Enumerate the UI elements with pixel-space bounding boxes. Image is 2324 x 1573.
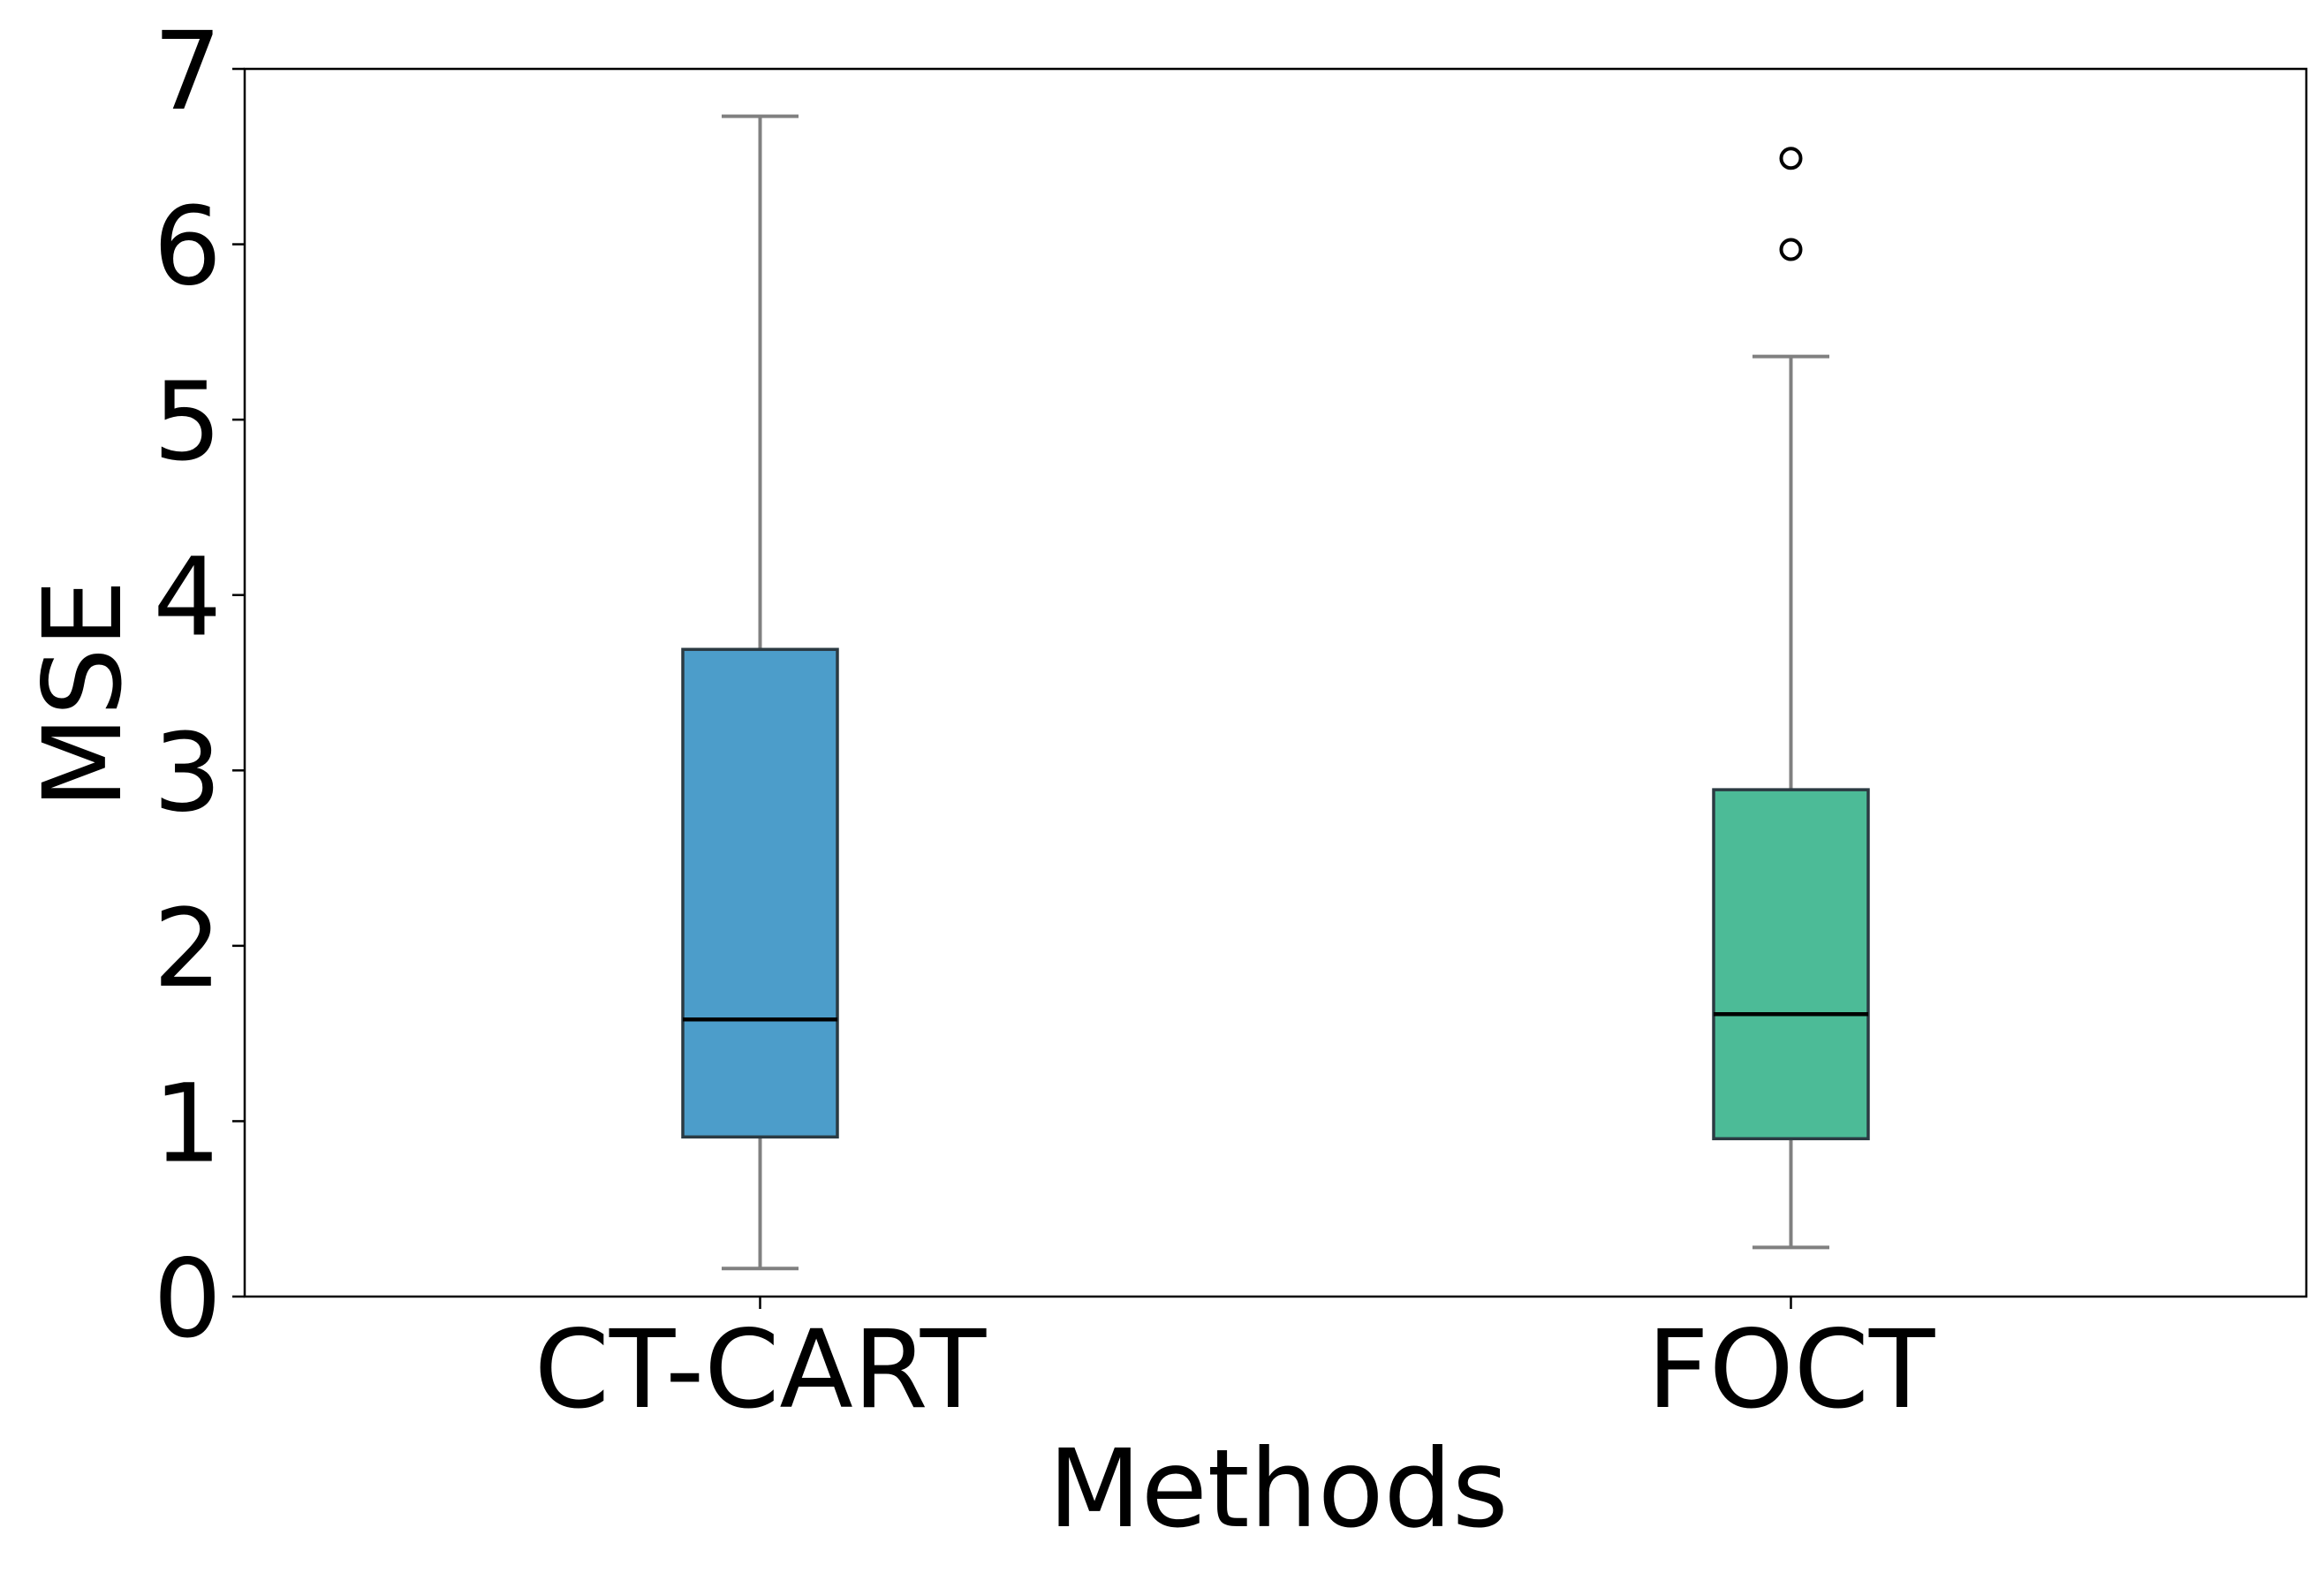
iqr-box	[681, 647, 839, 1139]
outlier-point	[1779, 147, 1803, 170]
box-group-foct	[1712, 147, 1870, 1250]
iqr-box	[1712, 788, 1870, 1141]
y-tick-label: 4	[153, 535, 222, 661]
box-group-ct-cart	[681, 114, 839, 1271]
y-tick-label: 2	[153, 886, 222, 1011]
y-tick-label: 1	[153, 1061, 222, 1186]
y-tick-label: 7	[153, 9, 222, 134]
x-tick-label: CT-CART	[534, 1307, 987, 1433]
y-tick-label: 0	[153, 1236, 222, 1362]
y-tick-label: 3	[153, 710, 222, 836]
x-tick-label: FOCT	[1647, 1307, 1935, 1433]
y-tick-label: 6	[153, 185, 222, 310]
y-axis: 0 1 2 3 4 5 6 7	[153, 9, 245, 1362]
y-axis-title: MSE	[20, 579, 146, 809]
outlier-point	[1779, 238, 1803, 261]
y-tick-label: 5	[153, 359, 222, 485]
plot-area	[243, 67, 2308, 1298]
x-axis-title: Methods	[1048, 1426, 1508, 1552]
x-axis: CT-CART FOCT	[534, 1297, 1935, 1433]
plot-frame	[243, 67, 2308, 1298]
